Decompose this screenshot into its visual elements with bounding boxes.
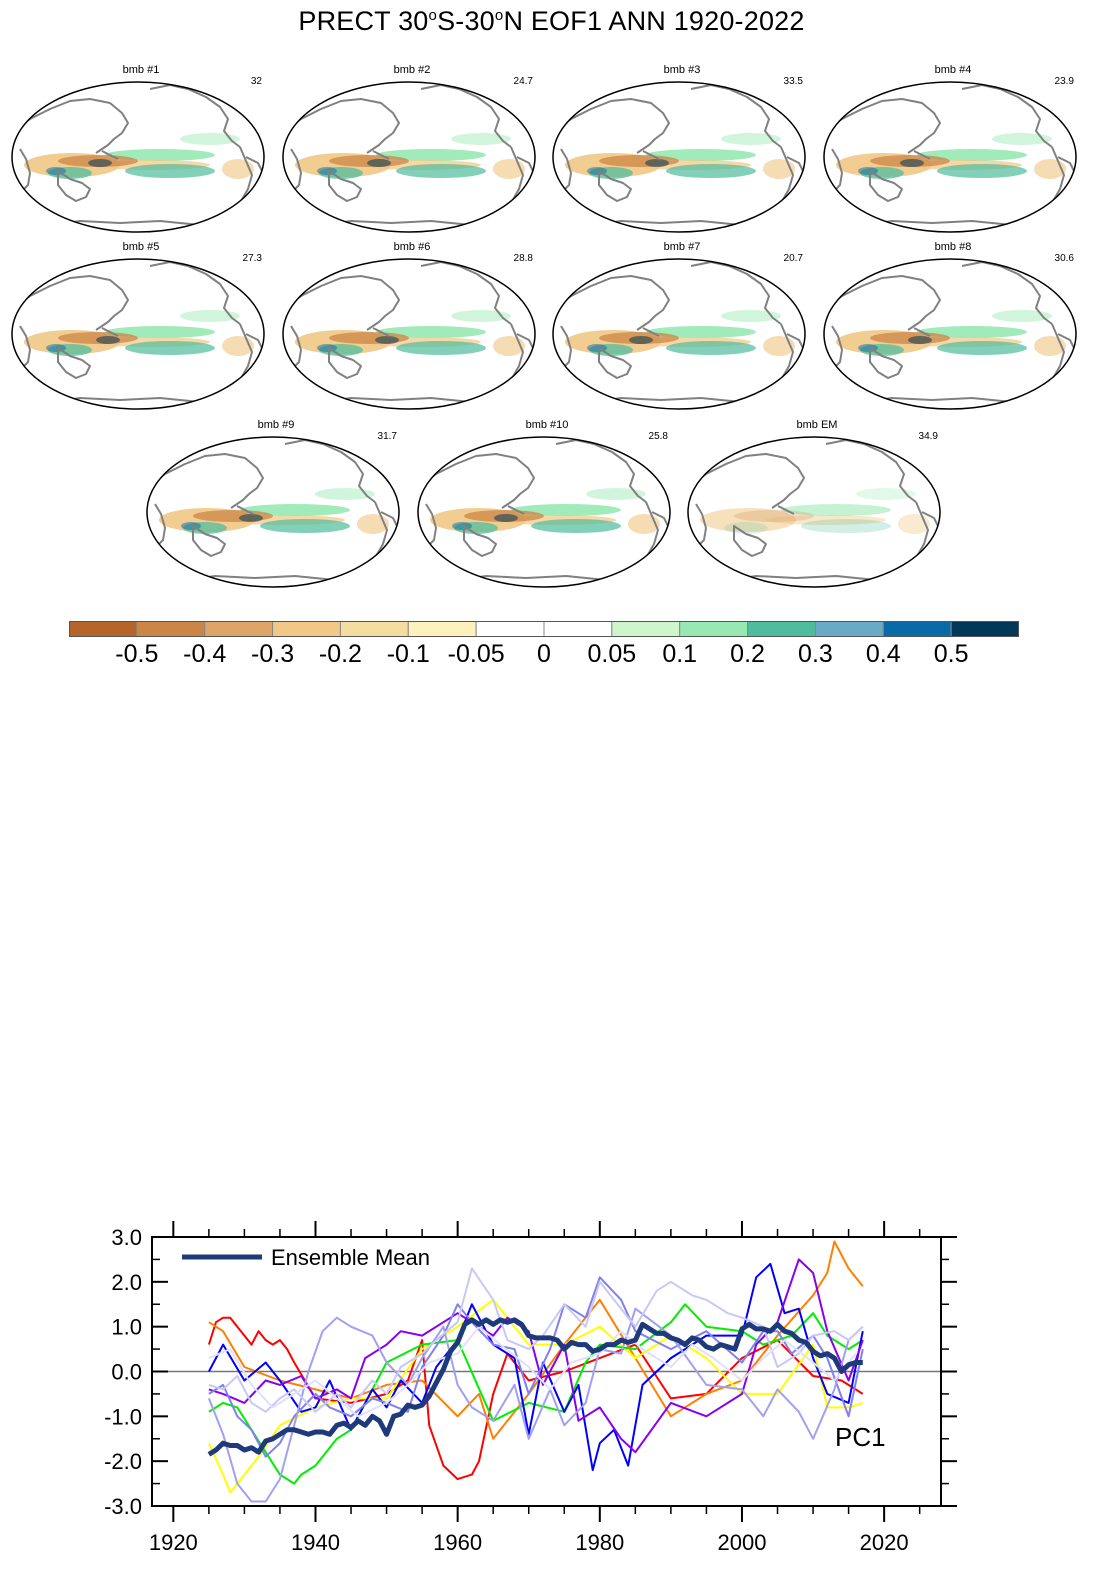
panel-title: bmb #10 xyxy=(525,419,569,431)
colorbar-label: 0.3 xyxy=(798,640,833,668)
map-globe xyxy=(823,81,1077,233)
colorbar-label: 0.4 xyxy=(865,640,901,668)
panel-title: bmb #6 xyxy=(393,241,431,253)
panel-title: bmb #5 xyxy=(122,241,160,253)
colorbar-label: -0.2 xyxy=(318,640,362,668)
map-panel: bmb #10 25.8 xyxy=(416,419,678,593)
legend-label: Ensemble Mean xyxy=(271,1245,430,1270)
map-globe xyxy=(282,258,536,410)
colorbar-label: -0.05 xyxy=(447,640,505,668)
figure-title: PRECT 30oS-30oN EOF1 ANN 1920-2022 xyxy=(298,6,805,36)
colorbar-swatch xyxy=(69,621,138,637)
panel-title: bmb #8 xyxy=(934,241,972,253)
map-panel: bmb #9 31.7 xyxy=(145,419,407,593)
colorbar-label: 0 xyxy=(537,640,551,668)
colorbar-label: 0.5 xyxy=(933,640,969,668)
colorbar-swatch xyxy=(611,621,681,637)
panel-title: bmb #7 xyxy=(663,241,701,253)
y-tick-label: -3.0 xyxy=(104,1494,142,1519)
panel-title: bmb #9 xyxy=(257,419,295,431)
colorbar-swatch xyxy=(814,621,884,637)
panel-variance-pct: 31.7 xyxy=(377,431,397,442)
x-tick-label: 1940 xyxy=(291,1530,340,1555)
panel-title: bmb #4 xyxy=(934,64,972,76)
pc-annotation: PC1 xyxy=(835,1422,886,1452)
map-panel: bmb #8 30.6 xyxy=(822,241,1084,415)
colorbar-label: 0.1 xyxy=(662,640,698,668)
member-series-line xyxy=(208,1267,864,1413)
y-tick-label: 1.0 xyxy=(111,1315,142,1340)
panel-variance-pct: 23.9 xyxy=(1054,76,1074,87)
y-tick-label: 0.0 xyxy=(111,1360,142,1385)
x-tick-label: 1920 xyxy=(149,1530,198,1555)
map-globe xyxy=(687,436,941,588)
ensemble-mean-line xyxy=(207,1317,863,1457)
member-series-line xyxy=(207,1307,864,1503)
pc1-timeseries-chart: -3.0 -2.0 -1.0 0.0 1.0 2.0 3.0 1920 1940 1960 1980… xyxy=(104,1221,957,1555)
panel-variance-pct: 34.9 xyxy=(918,431,938,442)
x-tick-label: 2000 xyxy=(717,1530,766,1555)
map-globe xyxy=(417,436,671,588)
panel-variance-pct: 24.7 xyxy=(513,76,533,87)
map-panel: bmb #1 32 xyxy=(10,64,272,238)
colorbar-swatch xyxy=(475,621,545,637)
colorbar-label: -0.5 xyxy=(115,640,159,668)
colorbar-label: -0.3 xyxy=(251,640,295,668)
panel-variance-pct: 20.7 xyxy=(783,253,803,264)
colorbar-swatch xyxy=(882,621,952,637)
panel-variance-pct: 28.8 xyxy=(513,253,533,264)
map-globe xyxy=(146,436,400,588)
panel-variance-pct: 33.5 xyxy=(783,76,803,87)
x-tick-label: 2020 xyxy=(860,1530,909,1555)
colorbar-label: -0.4 xyxy=(183,640,227,668)
colorbar xyxy=(69,621,1019,637)
panel-variance-pct: 30.6 xyxy=(1054,253,1074,264)
y-tick-label: -1.0 xyxy=(104,1404,142,1429)
member-series-line xyxy=(208,1258,864,1454)
map-panel: bmb #5 27.3 xyxy=(10,241,272,415)
panel-variance-pct: 25.8 xyxy=(648,431,668,442)
colorbar-swatch xyxy=(407,621,477,637)
colorbar-swatch xyxy=(543,621,613,637)
colorbar-swatch xyxy=(204,621,274,637)
y-tick-label: -2.0 xyxy=(104,1449,142,1474)
colorbar-swatch xyxy=(136,621,206,637)
member-series-line xyxy=(208,1262,864,1472)
panel-title: bmb EM xyxy=(796,419,838,431)
y-tick-label: 2.0 xyxy=(111,1270,142,1295)
panel-variance-pct: 27.3 xyxy=(242,253,262,264)
map-panel: bmb #2 24.7 xyxy=(281,64,543,238)
panel-variance-pct: 32 xyxy=(250,76,262,87)
colorbar-swatch xyxy=(679,621,749,637)
panel-title: bmb #2 xyxy=(393,64,431,76)
colorbar-label: 0.2 xyxy=(730,640,765,668)
map-panel: bmb #7 20.7 xyxy=(551,241,813,415)
colorbar-swatch xyxy=(950,621,1019,637)
member-series-line xyxy=(208,1276,864,1458)
colorbar-label: -0.1 xyxy=(386,640,430,668)
map-globe xyxy=(11,81,265,233)
map-globe xyxy=(552,258,806,410)
colorbar-swatch xyxy=(339,621,409,637)
map-globe xyxy=(11,258,265,410)
colorbar-swatch xyxy=(747,621,816,637)
panel-title: bmb #1 xyxy=(122,64,160,76)
map-panel: bmb #3 33.5 xyxy=(551,64,813,238)
colorbar-swatch xyxy=(272,621,341,637)
map-globe xyxy=(552,81,806,233)
x-tick-label: 1960 xyxy=(433,1530,482,1555)
x-tick-label: 1980 xyxy=(575,1530,624,1555)
map-panel: bmb #6 28.8 xyxy=(281,241,543,415)
colorbar-label: 0.05 xyxy=(587,640,637,668)
member-series-line xyxy=(208,1325,857,1418)
map-panel: bmb #4 23.9 xyxy=(822,64,1084,238)
panel-title: bmb #3 xyxy=(663,64,701,76)
map-panel: bmb EM 34.9 xyxy=(686,419,948,593)
map-globe xyxy=(823,258,1077,410)
y-tick-label: 3.0 xyxy=(111,1225,142,1250)
map-globe xyxy=(282,81,536,233)
